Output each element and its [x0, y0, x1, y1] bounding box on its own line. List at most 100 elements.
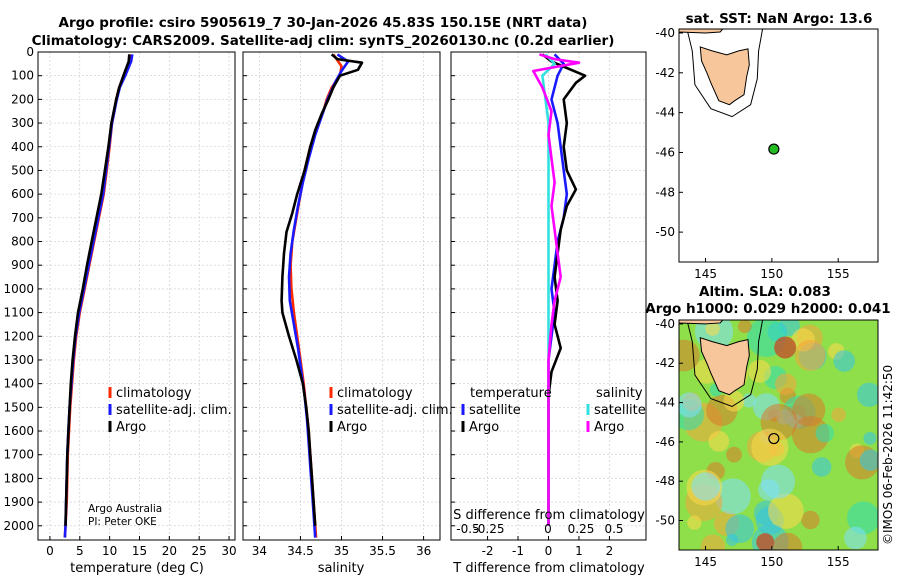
sla-anomaly-cell	[856, 382, 878, 407]
series-line-argo	[64, 54, 131, 526]
sla-anomaly-cell	[794, 339, 826, 371]
mainland-landmass	[679, 320, 724, 325]
x-tick-label: 0	[46, 544, 54, 558]
map-frame	[678, 319, 879, 551]
shelf-contour	[686, 29, 764, 118]
sla-anomaly-cell	[705, 321, 720, 336]
x-tick-label: 20	[162, 544, 177, 558]
y-tick-label: 900	[11, 258, 34, 272]
argo-float-marker	[768, 143, 780, 155]
legend-label: Argo	[594, 420, 624, 435]
top-tick-label: -0.25	[473, 522, 504, 536]
sla-anomaly-cell	[801, 510, 820, 530]
y-tick-label: 1400	[3, 377, 34, 391]
x-tick-label: 34.5	[287, 544, 314, 558]
y-tick-label: -44	[655, 106, 675, 120]
plot-frame	[450, 51, 647, 541]
y-tick-label: 1500	[3, 400, 34, 414]
credit-line1: Argo Australia	[88, 503, 162, 515]
sla-map-title-line2: Argo h1000: 0.029 h2000: 0.041	[645, 301, 890, 317]
y-tick-label: -46	[655, 435, 675, 449]
x-tick-label: 145	[694, 267, 717, 281]
figure-title-line2: Climatology: CARS2009. Satellite-adj cli…	[32, 33, 615, 49]
y-tick-label: 1600	[3, 424, 34, 438]
map-content	[679, 29, 878, 262]
sla-anomaly-cell	[741, 393, 757, 408]
map-frame	[678, 28, 879, 263]
x-tick-label: 15	[132, 544, 147, 558]
y-tick-label: 800	[11, 235, 34, 249]
legend-label: Argo	[469, 420, 499, 435]
y-tick-label: 600	[11, 187, 34, 201]
imos-watermark: ©IMOS 06-Feb-2026 11:42:50	[881, 365, 895, 545]
legend-label: satellite-adj. clim.	[116, 403, 232, 418]
legend-label: satellite	[594, 403, 646, 418]
y-tick-label: 1800	[3, 471, 34, 485]
sla-anomaly-cell	[751, 428, 789, 466]
x-tick-label: -1	[512, 544, 524, 558]
salinity-profile-panel: 34 34.5 35 35.5 36 climatology satellite-adj. …	[242, 51, 453, 558]
top-tick-label: 0.5	[604, 522, 623, 536]
y-tick-label: -50	[655, 514, 675, 528]
top-tick-label: 0.25	[568, 522, 595, 536]
series-line-salinity-argo	[532, 53, 581, 526]
sla-anomaly-cell	[708, 430, 730, 452]
sla-anomaly-cell	[859, 449, 878, 471]
y-tick-label: -50	[655, 225, 675, 239]
sla-anomaly-cell	[774, 373, 797, 396]
plot-frame	[242, 51, 441, 541]
sla-anomaly-cell	[831, 407, 846, 422]
sla-anomaly-cell	[737, 320, 752, 334]
mainland-landmass	[679, 29, 724, 34]
sla-anomaly-cell	[691, 472, 720, 501]
y-tick-label: 700	[11, 211, 34, 225]
difference-profile-panel: -2 -1 0 1 2 -0.5-0.25 0 0.25 0.5 temperature salin…	[450, 51, 647, 558]
sla-anomaly-cell	[768, 493, 804, 529]
sla-anomaly-cell	[748, 359, 772, 383]
y-tick-label: -46	[655, 145, 675, 159]
y-tick-label: 200	[11, 92, 34, 106]
legend-label: satellite-adj. clim.	[337, 403, 453, 418]
x-tick-label: 155	[827, 267, 850, 281]
legend-label: climatology	[116, 386, 192, 401]
y-tick-label: 1000	[3, 282, 34, 296]
sla-anomaly-cell	[714, 478, 751, 515]
top-tick-label: -0.5	[456, 522, 479, 536]
legend-title-salinity: salinity	[596, 386, 643, 401]
legend-label: Argo	[116, 420, 146, 435]
sla-anomaly-cell	[679, 339, 700, 372]
legend-label: satellite	[469, 403, 521, 418]
y-tick-label: 1100	[3, 306, 34, 320]
sla-map-panel: 145 150 155 -40 -42 -44 -46 -48 -50	[655, 317, 879, 569]
sla-anomaly-cell	[811, 457, 832, 477]
sla-anomaly-cell	[792, 393, 826, 427]
top-tick-label: 0	[544, 522, 552, 536]
sla-anomaly-cell	[723, 390, 745, 412]
x-tick-label: 145	[694, 555, 717, 569]
salinity-xlabel: salinity	[318, 561, 365, 576]
y-tick-label: 400	[11, 140, 34, 154]
y-tick-label: 2000	[3, 519, 34, 533]
figure-title-line1: Argo profile: csiro 5905619_7 30-Jan-202…	[59, 15, 588, 31]
y-tick-label: -42	[655, 356, 675, 370]
x-tick-label: 35.5	[369, 544, 396, 558]
sla-anomaly-cell	[761, 464, 796, 499]
x-tick-label: 1	[575, 544, 583, 558]
temperature-profile-panel: 0 5 10 15 20 25 300100200300400500600700800900…	[3, 45, 236, 558]
sla-anomaly-cell	[863, 431, 877, 445]
y-tick-label: -42	[655, 66, 675, 80]
x-tick-label: 35	[334, 544, 349, 558]
y-tick-label: 1300	[3, 353, 34, 367]
y-tick-label: -40	[655, 317, 675, 331]
x-tick-label: -2	[482, 544, 494, 558]
sst-map-title: sat. SST: NaN Argo: 13.6	[686, 11, 873, 27]
sla-anomaly-cell	[844, 526, 867, 550]
y-tick-label: 300	[11, 116, 34, 130]
x-tick-label: 5	[76, 544, 84, 558]
sla-anomaly-cell	[833, 350, 856, 372]
x-tick-label: 10	[102, 544, 117, 558]
shelf-contour	[686, 320, 764, 408]
x-tick-label: 30	[221, 544, 236, 558]
y-tick-label: -48	[655, 185, 675, 199]
